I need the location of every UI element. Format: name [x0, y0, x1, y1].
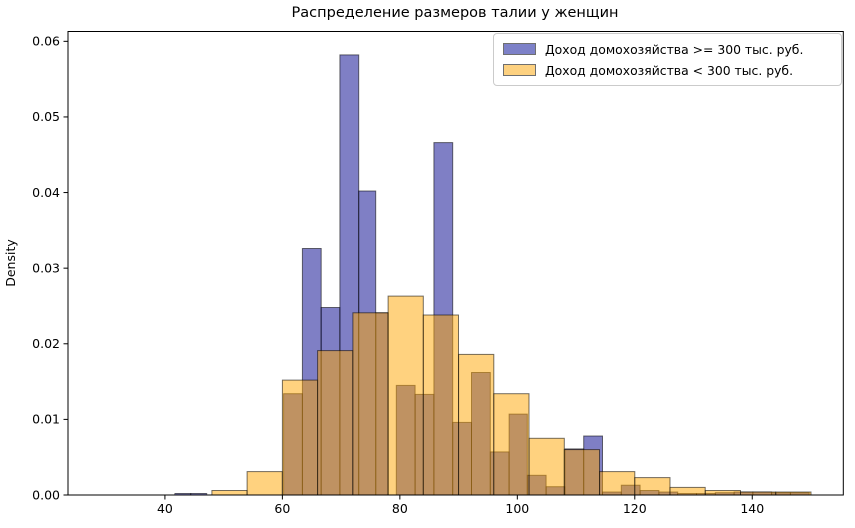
- orange-histogram-bar: [563, 449, 600, 496]
- x-tick-label: 120: [623, 501, 647, 516]
- orange-histogram-bar: [704, 490, 741, 496]
- x-tick-label: 40: [157, 501, 173, 516]
- legend-item-low-income: Доход домохозяйства < 300 тыс. руб.: [503, 62, 832, 79]
- y-tick-label: 0.01: [32, 412, 60, 427]
- orange-histogram-bar: [387, 295, 424, 496]
- legend-label: Доход домохозяйства < 300 тыс. руб.: [545, 62, 794, 78]
- x-tick-label: 80: [392, 501, 408, 516]
- orange-histogram-bar: [422, 314, 459, 496]
- legend-swatch-orange: [503, 64, 536, 76]
- orange-histogram-bar: [634, 477, 671, 496]
- orange-histogram-bar: [528, 437, 565, 496]
- x-tick-label: 140: [740, 501, 764, 516]
- orange-histogram-bar: [669, 486, 706, 496]
- orange-histogram-bar: [211, 490, 248, 496]
- x-tick-label: 100: [505, 501, 529, 516]
- legend-label: Доход домохозяйства >= 300 тыс. руб.: [545, 41, 804, 57]
- y-axis-label: Density: [3, 239, 18, 287]
- chart-title: Распределение размеров талии у женщин: [292, 5, 619, 21]
- plot-frame: [67, 31, 844, 496]
- y-tick-label: 0.00: [32, 487, 60, 502]
- orange-histogram-bar: [493, 393, 530, 496]
- legend-item-high-income: Доход домохозяйства >= 300 тыс. руб.: [503, 41, 832, 58]
- orange-histogram-bar: [246, 471, 283, 496]
- y-tick-label: 0.05: [32, 109, 60, 124]
- orange-histogram-bar: [317, 350, 354, 496]
- y-tick-label: 0.04: [32, 185, 60, 200]
- y-tick-label: 0.02: [32, 336, 60, 351]
- orange-histogram-bar: [599, 471, 636, 496]
- orange-histogram-bar: [281, 379, 319, 496]
- bars-layer: [174, 54, 812, 496]
- orange-histogram-bar: [458, 353, 495, 496]
- legend: Доход домохозяйства >= 300 тыс. руб. Дох…: [493, 33, 842, 86]
- legend-swatch-blue: [503, 43, 536, 55]
- orange-histogram-bar: [352, 312, 389, 496]
- axes-layer: 40 60 80 100 120 140 0.00 0.01 0.02 0.03 0.04 0.05 0…: [32, 31, 844, 516]
- y-tick-label: 0.03: [32, 260, 60, 275]
- y-tick-label: 0.06: [32, 34, 60, 49]
- x-tick-label: 60: [274, 501, 290, 516]
